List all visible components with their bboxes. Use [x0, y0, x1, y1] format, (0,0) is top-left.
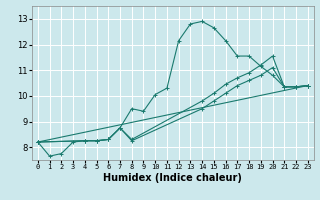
- X-axis label: Humidex (Indice chaleur): Humidex (Indice chaleur): [103, 173, 242, 183]
